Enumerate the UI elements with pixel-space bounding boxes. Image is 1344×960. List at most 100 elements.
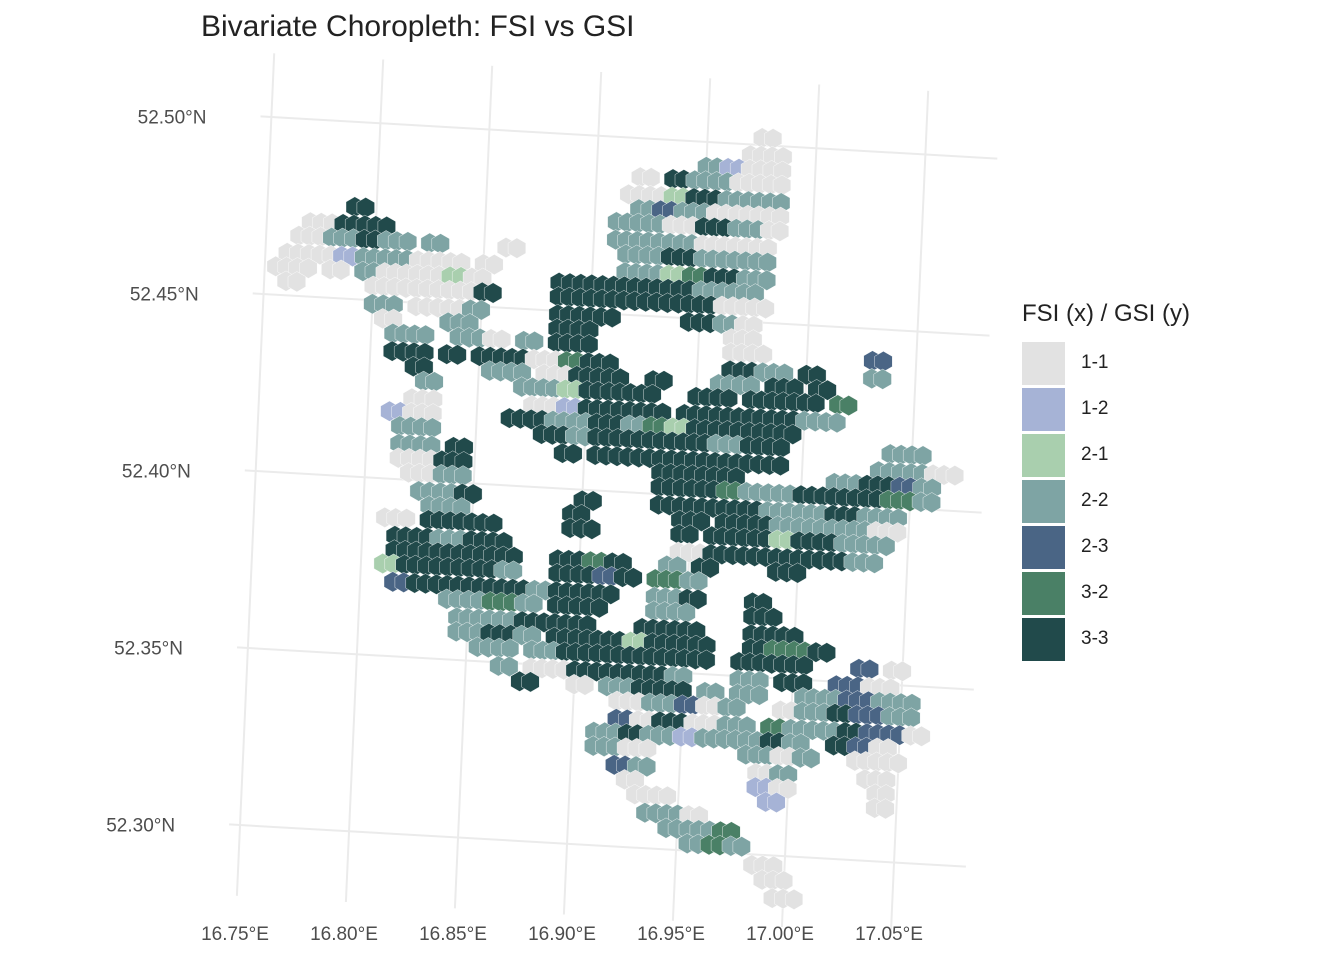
hex-cell-2-2 [525,331,544,352]
legend-item: 3-3 [1022,616,1190,662]
hex-cell-2-2 [913,445,932,467]
legend-item: 1-2 [1022,386,1190,432]
hex-cell-3-3 [772,437,791,459]
x-tick-label: 16.85°E [419,924,487,945]
hex-cell-2-2 [877,535,896,557]
hex-cell-1-1 [397,508,416,530]
hex-cell-2-2 [828,412,846,434]
hex-cell-2-2 [865,552,884,574]
legend-label: 2-2 [1081,490,1109,511]
hex-cell-3-3 [795,655,814,677]
hex-cell-3-3 [680,524,699,546]
legend-swatch [1022,387,1065,431]
hex-cell-2-2 [802,747,821,769]
legend-label: 3-3 [1081,628,1109,649]
hex-cell-2-2 [398,231,417,253]
hex-cell-2-3 [860,659,879,680]
hex-cell-3-3 [719,388,738,410]
hex-cell-1-1 [332,259,351,281]
hex-cell-2-2 [732,836,751,858]
x-axis-ticks: 16.75°E 16.80°E 16.85°E 16.90°E 16.95°E 17.00… [201,924,923,945]
hex-cell-1-1 [384,308,403,330]
hex-cell-3-3 [817,642,836,664]
hex-cell-2-2 [523,625,542,647]
legend-item: 1-1 [1022,340,1190,386]
y-tick-label: 52.35°N [114,638,183,659]
x-tick-label: 16.95°E [637,924,705,945]
hex-cell-2-2 [454,465,473,487]
legend-title: FSI (x) / GSI (y) [1022,300,1190,327]
hex-cell-1-1 [287,271,306,293]
hex-cell-2-2 [501,638,520,660]
hex-cell-2-2 [742,375,761,397]
legend-label: 3-2 [1081,582,1109,603]
legend: FSI (x) / GSI (y) 1-1 1-2 2-1 2-2 2-3 3-2 3-3 [1022,300,1190,662]
x-tick-label: 17.00°E [746,924,814,945]
meridian-line [344,59,385,903]
y-tick-label: 52.50°N [138,107,207,128]
hex-cell-1-1 [575,674,594,696]
legend-label: 2-3 [1081,536,1109,557]
hex-cell-3-3 [521,671,540,693]
hex-cell-1-1 [492,329,511,351]
hex-cell-1-1 [756,298,775,320]
legend-item: 2-1 [1022,432,1190,478]
legend-swatch [1022,571,1065,615]
hex-cell-1-1 [889,752,908,774]
y-axis-ticks: 52.30°N 52.35°N 52.40°N 52.45°N 52.50°N [106,107,206,836]
hex-cell-2-2 [677,602,696,624]
hex-cell-1-1 [770,220,789,242]
legend-item: 2-2 [1022,478,1190,524]
y-tick-label: 52.40°N [122,461,191,482]
legend-swatch [1022,479,1065,523]
hex-cell-1-1 [876,798,895,820]
hex-cell-1-1 [893,660,912,682]
hex-cell-3-3 [415,356,434,378]
hex-cell-1-1 [785,888,803,910]
hex-cell-3-3 [590,597,609,619]
meridian-line [235,53,276,896]
hex-cell-2-2 [423,417,442,439]
hex-cell-1-1 [658,785,677,807]
hex-cell-3-3 [771,455,790,477]
legend-swatch [1022,617,1065,661]
hex-cell-1-1 [626,769,645,791]
hex-cell-3-2 [839,395,858,417]
hex-cell-1-1 [638,738,657,760]
legend-item: 3-2 [1022,570,1190,616]
hex-cell-3-3 [794,672,813,694]
hex-cell-1-1 [754,344,773,366]
hex-cell-1-1 [945,465,964,487]
hex-cell-3-3 [764,607,783,629]
parallel-line [260,115,998,160]
chart-title: Bivariate Choropleth: FSI vs GSI [201,10,635,43]
hex-cell-1-1 [774,870,793,892]
hex-cell-2-2 [504,560,523,582]
hex-cell-2-2 [416,324,435,346]
hex-cell-3-3 [580,334,599,356]
hex-cell-3-3 [582,518,601,540]
hex-cell-2-2 [873,368,892,390]
hex-cell-2-2 [750,684,769,706]
hex-cell-2-2 [431,233,450,255]
x-tick-label: 17.05°E [855,924,923,945]
hex-cell-3-3 [807,393,825,415]
legend-swatch [1022,433,1065,477]
legend-label: 2-1 [1081,444,1109,465]
hex-cell-3-3 [484,513,503,535]
hex-cell-1-1 [772,174,791,196]
hex-layer [266,127,964,910]
hex-cell-2-2 [513,362,532,384]
meridian-line [889,90,930,934]
hex-cell-3-3 [788,562,807,584]
hex-cell-3-3 [484,282,503,304]
x-tick-label: 16.75°E [201,924,269,945]
hex-cell-3-3 [564,443,583,465]
y-tick-label: 52.30°N [106,815,175,836]
hex-cell-2-2 [758,252,777,274]
hex-cell-3-3 [356,197,375,219]
hex-cell-1-1 [642,167,661,189]
legend-swatch [1022,341,1065,385]
hex-cell-1-1 [507,237,526,259]
